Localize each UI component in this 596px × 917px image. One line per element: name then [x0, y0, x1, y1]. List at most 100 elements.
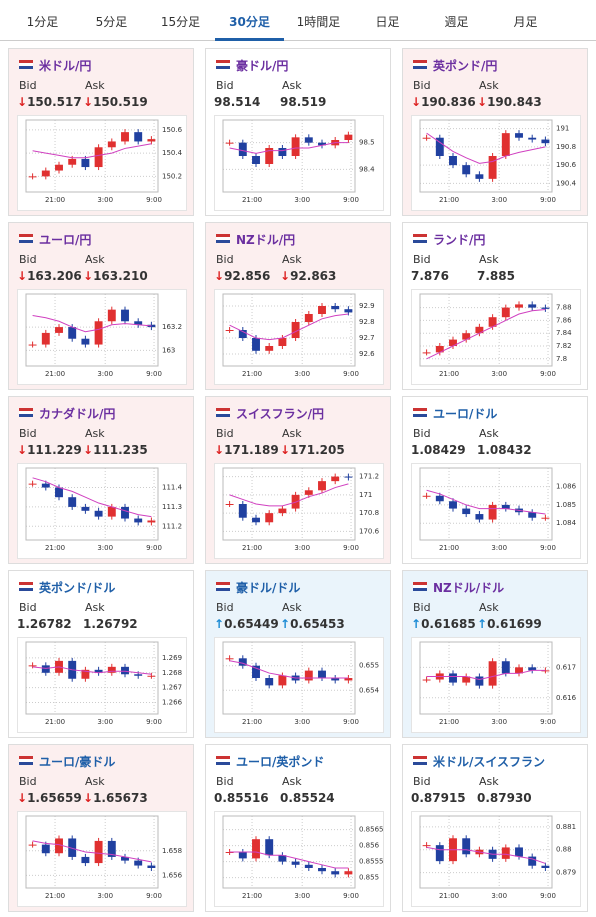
- rate-panel[interactable]: 英ポンド/円 Bid Ask ↓190.836 ↓190.843 190.4 190.6 19…: [402, 48, 588, 216]
- pair-title: NZドル/円: [236, 233, 296, 247]
- plot-frame: [25, 641, 159, 715]
- x-tick-label: 3:00: [491, 544, 507, 552]
- tab[interactable]: 1分足: [26, 15, 59, 29]
- y-tick-label: 0.8565: [359, 826, 384, 834]
- tab[interactable]: 30分足: [215, 0, 284, 41]
- candle: [318, 142, 326, 146]
- y-tick-label: 92.7: [359, 334, 375, 342]
- y-tick-label: 171.2: [359, 473, 379, 481]
- bid-price: 92.856: [224, 269, 271, 283]
- candle: [265, 346, 274, 351]
- bid-label: Bid: [413, 775, 431, 788]
- y-tick-label: 7.88: [556, 304, 572, 312]
- candle: [344, 309, 353, 313]
- moving-average: [229, 483, 349, 507]
- ask-price: 150.519: [93, 95, 148, 109]
- tab[interactable]: 日足: [375, 15, 400, 29]
- candle: [528, 304, 537, 308]
- candle: [238, 142, 247, 156]
- tab[interactable]: 週足: [444, 15, 469, 29]
- candle: [304, 314, 313, 322]
- y-tick-label: 7.8: [556, 355, 567, 363]
- trend-arrow: ↑: [477, 617, 488, 631]
- rate-panel[interactable]: カナダドル/円 Bid Ask ↓111.229 ↓111.235 111.2 111.3 1…: [8, 396, 194, 564]
- plot-frame: [222, 119, 356, 193]
- bid-label: Bid: [216, 775, 234, 788]
- candle: [238, 658, 247, 666]
- ask-value: 1.26792: [83, 617, 138, 631]
- x-tick-label: 21:00: [45, 196, 65, 204]
- candle: [225, 142, 234, 144]
- y-tick-label: 1.084: [556, 519, 577, 527]
- ask-price: 190.843: [487, 95, 542, 109]
- tab[interactable]: 1時間足: [296, 15, 341, 29]
- tab[interactable]: 15分足: [160, 15, 201, 29]
- pair-title: スイスフラン/円: [236, 407, 325, 421]
- bid-price: 0.85516: [214, 791, 269, 805]
- rate-panel[interactable]: 英ポンド/ドル Bid Ask 1.26782 1.26792 1.266 1.267 1.2…: [8, 570, 194, 738]
- mini-chart: 163 163.2 21:00 3:00 9:00: [17, 289, 187, 385]
- x-tick-label: 3:00: [491, 370, 507, 378]
- rate-panel[interactable]: NZドル/円 Bid Ask ↓92.856 ↓92.863 92.6 92.7 92.8 92…: [205, 222, 391, 390]
- pair-title: カナダドル/円: [39, 407, 116, 421]
- bid-value: ↓92.856: [214, 269, 270, 283]
- ask-label: Ask: [479, 601, 499, 614]
- y-tick-label: 7.82: [556, 342, 572, 350]
- bid-price: 7.876: [411, 269, 449, 283]
- candle: [435, 845, 444, 862]
- y-tick-label: 0.654: [359, 686, 380, 694]
- y-tick-label: 1.085: [556, 501, 576, 509]
- candle: [462, 333, 471, 340]
- candle: [28, 483, 37, 485]
- x-tick-label: 21:00: [242, 370, 262, 378]
- rate-panel[interactable]: ユーロ/英ポンド Bid Ask 0.85516 0.85524 0.855 0.8555 0…: [205, 744, 391, 912]
- rate-panel[interactable]: NZドル/ドル Bid Ask ↑0.61685 ↑0.61699 0.616 0.617 2…: [402, 570, 588, 738]
- ask-label: Ask: [282, 775, 302, 788]
- x-tick-label: 21:00: [242, 892, 262, 900]
- rate-panel[interactable]: ランド/円 Bid Ask 7.876 7.885 7.8 7.82 7.84 7.86 7.88…: [402, 222, 588, 390]
- bid-value: ↓190.836: [411, 95, 476, 109]
- rate-panel[interactable]: ユーロ/円 Bid Ask ↓163.206 ↓163.210 163 163.2 21:00…: [8, 222, 194, 390]
- ask-label: Ask: [479, 79, 499, 92]
- candle: [28, 844, 37, 846]
- candle: [331, 306, 340, 310]
- moving-average: [32, 840, 152, 863]
- candle: [107, 141, 116, 148]
- x-tick-label: 21:00: [242, 718, 262, 726]
- x-tick-label: 3:00: [491, 718, 507, 726]
- plot-frame: [222, 641, 356, 715]
- x-tick-label: 9:00: [540, 370, 556, 378]
- candle: [252, 156, 260, 164]
- rate-panel[interactable]: ユーロ/ドル Bid Ask 1.08429 1.08432 1.084 1.085 1.08…: [402, 396, 588, 564]
- bid-price: 98.514: [214, 95, 261, 109]
- candle: [68, 158, 77, 165]
- pair-title: ユーロ/豪ドル: [39, 755, 116, 769]
- rate-panel[interactable]: 豪ドル/ドル Bid Ask ↑0.65449 ↑0.65453 0.654 0.655 21…: [205, 570, 391, 738]
- candle: [134, 518, 143, 523]
- candle: [121, 132, 129, 142]
- bid-label: Bid: [216, 253, 234, 266]
- mini-chart: 111.2 111.3 111.4 21:00 3:00 9:00: [17, 463, 187, 559]
- plot-frame: [419, 293, 553, 367]
- tab[interactable]: 5分足: [95, 15, 128, 29]
- rate-panel[interactable]: 米ドル/スイスフラン Bid Ask 0.87915 0.87930 0.879 0.88 0…: [402, 744, 588, 912]
- candle: [449, 339, 457, 346]
- x-tick-label: 21:00: [242, 544, 262, 552]
- tab-bar: 1分足 5分足 15分足 30分足 1時間足 日足 週足 月足: [0, 0, 596, 41]
- tab[interactable]: 月足: [513, 15, 538, 29]
- rate-panel[interactable]: 豪ドル/円 Bid Ask 98.514 98.519 98.4 98.5 21:00 3:00…: [205, 48, 391, 216]
- candle: [344, 871, 353, 875]
- rate-panel[interactable]: ユーロ/豪ドル Bid Ask ↓1.65659 ↓1.65673 1.656 1.658 2…: [8, 744, 194, 912]
- x-tick-label: 9:00: [146, 370, 162, 378]
- x-tick-label: 21:00: [242, 196, 262, 204]
- bid-price: 163.206: [27, 269, 82, 283]
- rate-panel[interactable]: 米ドル/円 Bid Ask ↓150.517 ↓150.519 150.2 150.4 150…: [8, 48, 194, 216]
- bid-value: ↓171.189: [214, 443, 279, 457]
- candle: [488, 317, 497, 327]
- plot-frame: [419, 467, 553, 541]
- rate-panel[interactable]: スイスフラン/円 Bid Ask ↓171.189 ↓171.205 170.6 170.8…: [205, 396, 391, 564]
- ask-label: Ask: [282, 427, 302, 440]
- bid-label: Bid: [19, 427, 37, 440]
- candle: [501, 847, 510, 859]
- y-tick-label: 0.88: [556, 846, 572, 854]
